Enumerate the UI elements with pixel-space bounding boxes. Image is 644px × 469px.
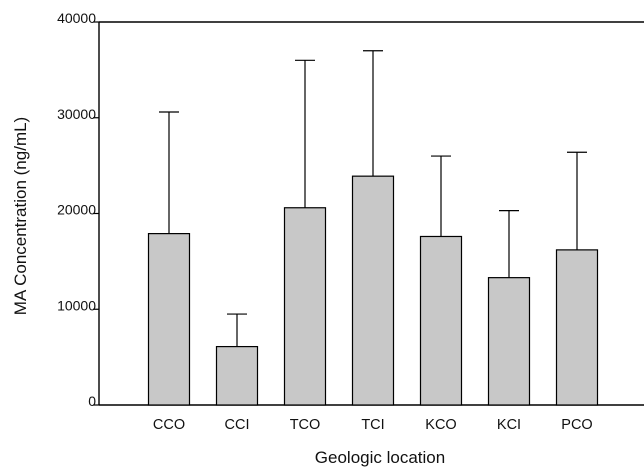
x-tick-labels: CCO CCI TCO TCI KCO KCI PCO — [153, 417, 593, 433]
y-tick-label: 30000 — [57, 106, 96, 122]
x-tick-label: CCO — [153, 417, 185, 433]
bar-kci — [487, 277, 531, 406]
y-tick-label: 20000 — [57, 202, 96, 218]
bar-tci — [351, 175, 395, 406]
bars — [147, 175, 599, 406]
y-tick-label: 10000 — [57, 297, 96, 313]
y-ticks: 0 10000 20000 30000 40000 — [57, 10, 99, 409]
x-tick-label: KCO — [425, 417, 456, 433]
error-bars — [159, 50, 587, 347]
bar-cci — [215, 345, 259, 406]
x-tick-label: PCO — [561, 417, 592, 433]
x-tick-label: KCI — [497, 417, 521, 433]
bar-cco — [147, 233, 191, 406]
y-tick-label: 0 — [88, 393, 96, 409]
y-axis-title: MA Concentration (ng/mL) — [11, 117, 30, 315]
x-tick-label: CCI — [225, 417, 250, 433]
x-axis-title: Geologic location — [315, 448, 445, 467]
bar-kco — [419, 235, 463, 406]
y-tick-label: 40000 — [57, 10, 96, 26]
x-tick-label: TCI — [361, 417, 384, 433]
x-tick-label: TCO — [290, 417, 321, 433]
bar-tco — [283, 207, 327, 406]
bar-pco — [555, 249, 599, 406]
